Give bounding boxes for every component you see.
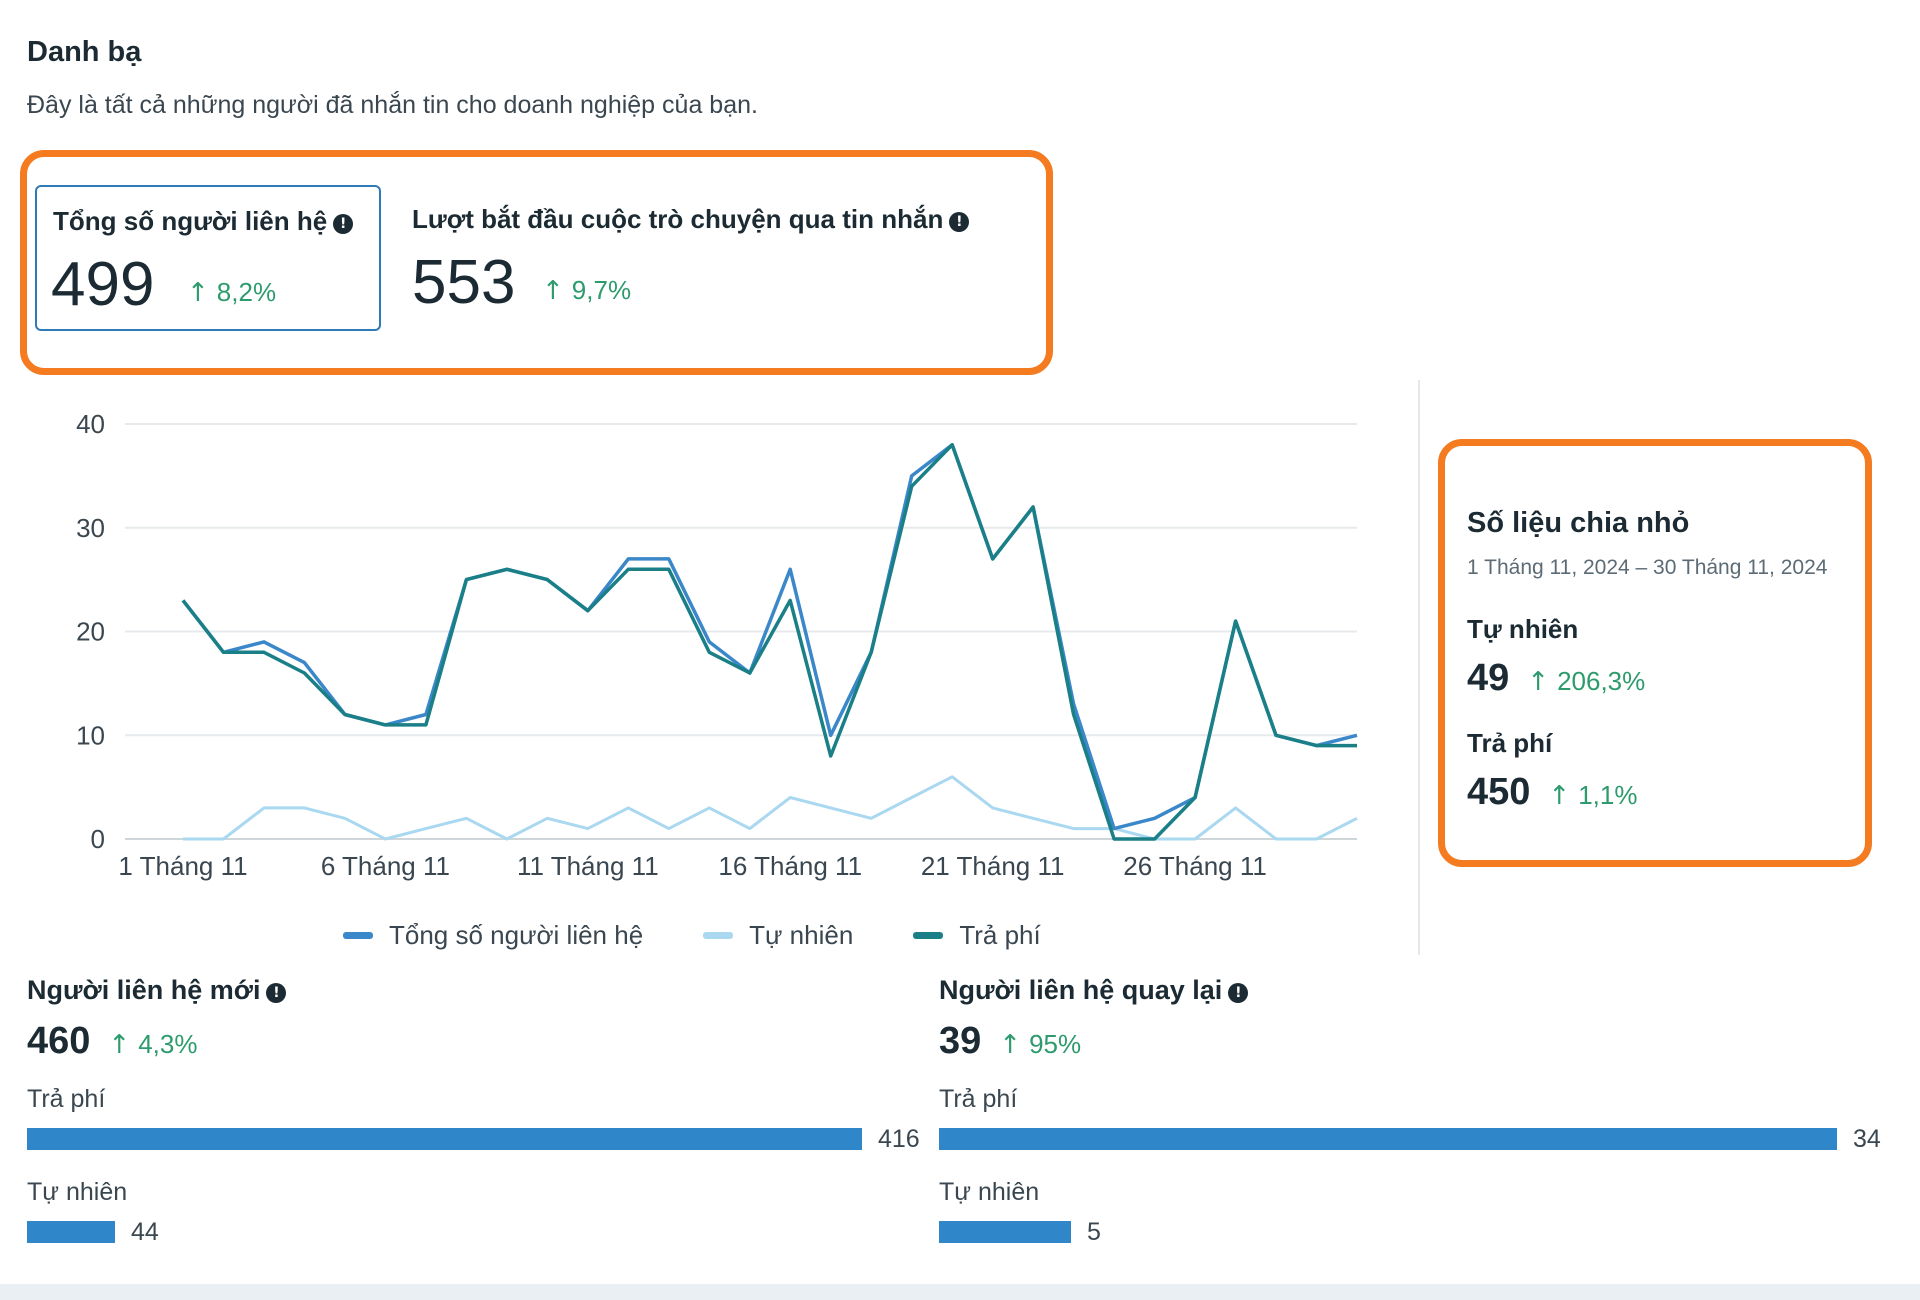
breakdown-date-range: 1 Tháng 11, 2024 – 30 Tháng 11, 2024 [1467, 556, 1828, 579]
new-organic-label: Tự nhiên [27, 1178, 128, 1206]
new-contacts-title: Người liên hệ mới [27, 975, 261, 1005]
arrow-up-icon: ↑ [187, 278, 209, 308]
returning-contacts-value: 39 [939, 1020, 982, 1062]
page-title: Danh bạ [27, 36, 142, 68]
new-organic-value: 44 [131, 1218, 159, 1246]
breakdown-organic-value: 49 [1467, 657, 1510, 699]
returning-organic-value: 5 [1087, 1218, 1101, 1246]
metric-card-total-contacts[interactable]: Tổng số người liên hệ! 499 ↑ 8,2% [35, 185, 381, 331]
breakdown-organic-label: Tự nhiên [1467, 614, 1579, 644]
returning-contacts-section: Người liên hệ quay lại! 39 ↑ 95% [939, 975, 1249, 1063]
metric-delta: 8,2% [216, 277, 277, 307]
line-chart: 0 10 20 30 40 1 Tháng 11 6 Tháng 11 11 Tháng 11… [76, 409, 1358, 881]
legend-label: Tổng số người liên hệ [389, 920, 644, 950]
breakdown-panel: Số liệu chia nhỏ 1 Tháng 11, 2024 – 30 T… [1467, 507, 1827, 814]
x-tick-label: 11 Tháng 11 [517, 851, 659, 881]
page-subtitle: Đây là tất cả những người đã nhắn tin ch… [27, 91, 758, 119]
y-tick-label: 20 [76, 617, 105, 647]
new-paid-value: 416 [878, 1125, 920, 1153]
y-tick-label: 30 [76, 513, 105, 543]
returning-organic-bar [939, 1221, 1071, 1243]
legend-item-organic[interactable]: Tự nhiên [703, 920, 853, 951]
x-tick-label: 1 Tháng 11 [118, 851, 247, 881]
chart-legend: Tổng số người liên hệ Tự nhiên Trả phí [343, 920, 1041, 951]
new-paid-bar [27, 1128, 862, 1150]
metric-label: Lượt bắt đầu cuộc trò chuyện qua tin nhắ… [412, 204, 944, 234]
returning-contacts-delta: 95% [1029, 1029, 1082, 1059]
breakdown-paid-delta: 1,1% [1578, 780, 1638, 810]
x-tick-label: 6 Tháng 11 [321, 851, 450, 881]
metric-label: Tổng số người liên hệ [53, 206, 328, 236]
x-tick-label: 16 Tháng 11 [718, 851, 862, 881]
metric-delta: 9,7% [571, 275, 632, 305]
returning-contacts-title: Người liên hệ quay lại [939, 975, 1223, 1005]
info-icon[interactable]: ! [333, 214, 354, 234]
info-icon[interactable]: ! [266, 983, 287, 1003]
legend-item-paid[interactable]: Trả phí [913, 920, 1041, 951]
y-tick-label: 40 [76, 409, 105, 439]
arrow-up-icon: ↑ [1527, 667, 1550, 697]
returning-organic-label: Tự nhiên [939, 1178, 1040, 1206]
series-line-organic [183, 775, 1358, 841]
x-tick-label: 26 Tháng 11 [1123, 851, 1267, 881]
arrow-up-icon: ↑ [542, 276, 564, 306]
bottom-strip [0, 1284, 1920, 1300]
highlight-frame-breakdown [1438, 439, 1872, 867]
new-contacts-section: Người liên hệ mới! 460 ↑ 4,3% [27, 975, 287, 1063]
returning-paid-label: Trả phí [939, 1085, 1018, 1113]
metric-card-conversations[interactable]: Lượt bắt đầu cuộc trò chuyện qua tin nhắ… [412, 185, 1032, 331]
arrow-up-icon: ↑ [1548, 781, 1571, 811]
legend-label: Tự nhiên [749, 920, 854, 950]
y-tick-label: 0 [91, 824, 105, 854]
metric-value: 553 [412, 248, 516, 317]
y-tick-label: 10 [76, 720, 105, 750]
page-header: Danh bạ Đây là tất cả những người đã nhắ… [27, 36, 758, 120]
new-paid-label: Trả phí [27, 1085, 106, 1113]
breakdown-paid-value: 450 [1467, 771, 1531, 813]
legend-swatch [343, 932, 373, 939]
metric-value: 499 [51, 250, 155, 319]
highlight-frame-metrics [20, 150, 1053, 375]
new-organic-bar [27, 1221, 115, 1243]
vertical-divider [1418, 380, 1420, 955]
returning-paid-value: 34 [1853, 1125, 1881, 1153]
arrow-up-icon: ↑ [999, 1030, 1022, 1060]
legend-label: Trả phí [959, 920, 1041, 950]
breakdown-title: Số liệu chia nhỏ [1467, 507, 1690, 539]
info-icon[interactable]: ! [1228, 983, 1249, 1003]
breakdown-organic-delta: 206,3% [1557, 666, 1646, 696]
series-line-paid [181, 443, 1357, 841]
returning-paid-bar [939, 1128, 1837, 1150]
arrow-up-icon: ↑ [108, 1030, 131, 1060]
new-contacts-value: 460 [27, 1020, 91, 1062]
legend-swatch [703, 932, 734, 939]
legend-swatch [913, 932, 944, 939]
new-contacts-delta: 4,3% [138, 1029, 198, 1059]
info-icon[interactable]: ! [949, 212, 970, 232]
legend-item-total[interactable]: Tổng số người liên hệ [343, 920, 643, 951]
breakdown-paid-label: Trả phí [1467, 728, 1553, 758]
x-tick-label: 21 Tháng 11 [921, 851, 1065, 881]
